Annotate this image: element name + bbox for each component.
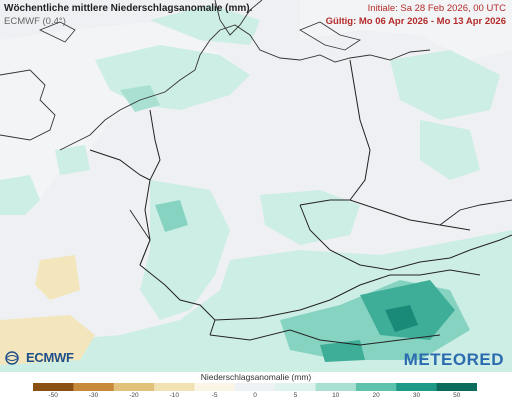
legend-tick-label: 50 [453, 392, 461, 399]
coastline-islands [299, 21, 361, 51]
border-luxembourg [129, 209, 151, 266]
anomaly-map [0, 0, 512, 372]
border-poland-south [439, 199, 512, 226]
legend-swatch [234, 383, 276, 391]
legend-colorbar [33, 383, 477, 391]
coastline-north [59, 24, 431, 151]
legend-tick-label: -30 [88, 392, 99, 399]
legend-swatch [436, 383, 477, 391]
legend-swatch [33, 383, 74, 391]
wet-patch-denmark [150, 5, 260, 45]
border-austria-south [209, 329, 441, 346]
legend-swatch [194, 383, 236, 391]
legend-tick-label: -50 [48, 392, 58, 399]
legend-swatch [154, 383, 195, 391]
legend-tick-label: -10 [169, 392, 179, 399]
valid-period: Gültig: Mo 06 Apr 2026 - Mo 13 Apr 2026 [325, 16, 506, 27]
legend-tick-label: 30 [412, 392, 421, 399]
legend-tick-label: 0 [253, 392, 257, 399]
coastline-uk [39, 21, 76, 43]
meteored-logo: METEORED [403, 350, 504, 369]
wet-mid-rhine [155, 200, 188, 232]
legend-swatch [396, 383, 438, 391]
map-area [0, 0, 512, 372]
legend-tick-label: -20 [129, 392, 139, 399]
ecmwf-logo-text: ECMWF [26, 350, 74, 365]
legend-title: Niederschlagsanomalie (mm) [200, 372, 312, 382]
baltic-sea [300, 0, 512, 60]
legend-swatch [113, 383, 155, 391]
wet-patch-central [260, 190, 360, 245]
model-label: ECMWF (0.4°) [4, 16, 66, 27]
legend-tick-label: 20 [372, 392, 380, 399]
coastline-denmark [214, 0, 263, 36]
dry-patch-southwest [0, 315, 95, 365]
border-slovakia [449, 234, 512, 259]
dry-patch-france [35, 255, 80, 300]
wet-mid-north [120, 85, 160, 112]
ecmwf-globe-icon [5, 350, 19, 365]
legend-tick-label: 10 [332, 392, 340, 399]
wet-dark-austria [385, 305, 418, 332]
coastline-england [0, 69, 56, 141]
legend-tick-label: 5 [293, 392, 298, 399]
legend-swatch [315, 383, 357, 391]
color-legend: Niederschlagsanomalie (mm) -50 -30 -20 -10-… [0, 372, 512, 400]
wet-patch-channel [55, 145, 90, 175]
border-germany-poland [349, 59, 371, 201]
wet-patch-poland-north [390, 50, 500, 120]
wet-patch-west-edge [0, 175, 40, 215]
wet-strong-slovenia [320, 340, 365, 362]
border-czechia-south [299, 204, 451, 271]
legend-ticks: -50 -30 -20 -10 -5 0 5 10 20 30 50 [0, 392, 512, 400]
legend-swatch [275, 383, 317, 391]
legend-swatch [355, 383, 397, 391]
border-belgium [89, 149, 151, 181]
ecmwf-logo: ECMWF [4, 350, 74, 365]
map-title: Wöchentliche mittlere Niederschlagsanoma… [4, 3, 253, 14]
border-austria-north [214, 269, 481, 321]
legend-tick-label: -5 [211, 392, 218, 399]
wet-patch-poland-east [420, 120, 480, 180]
legend-swatch [73, 383, 115, 391]
init-time: Initiale: Sa 28 Feb 2026, 00 UTC [367, 3, 506, 14]
